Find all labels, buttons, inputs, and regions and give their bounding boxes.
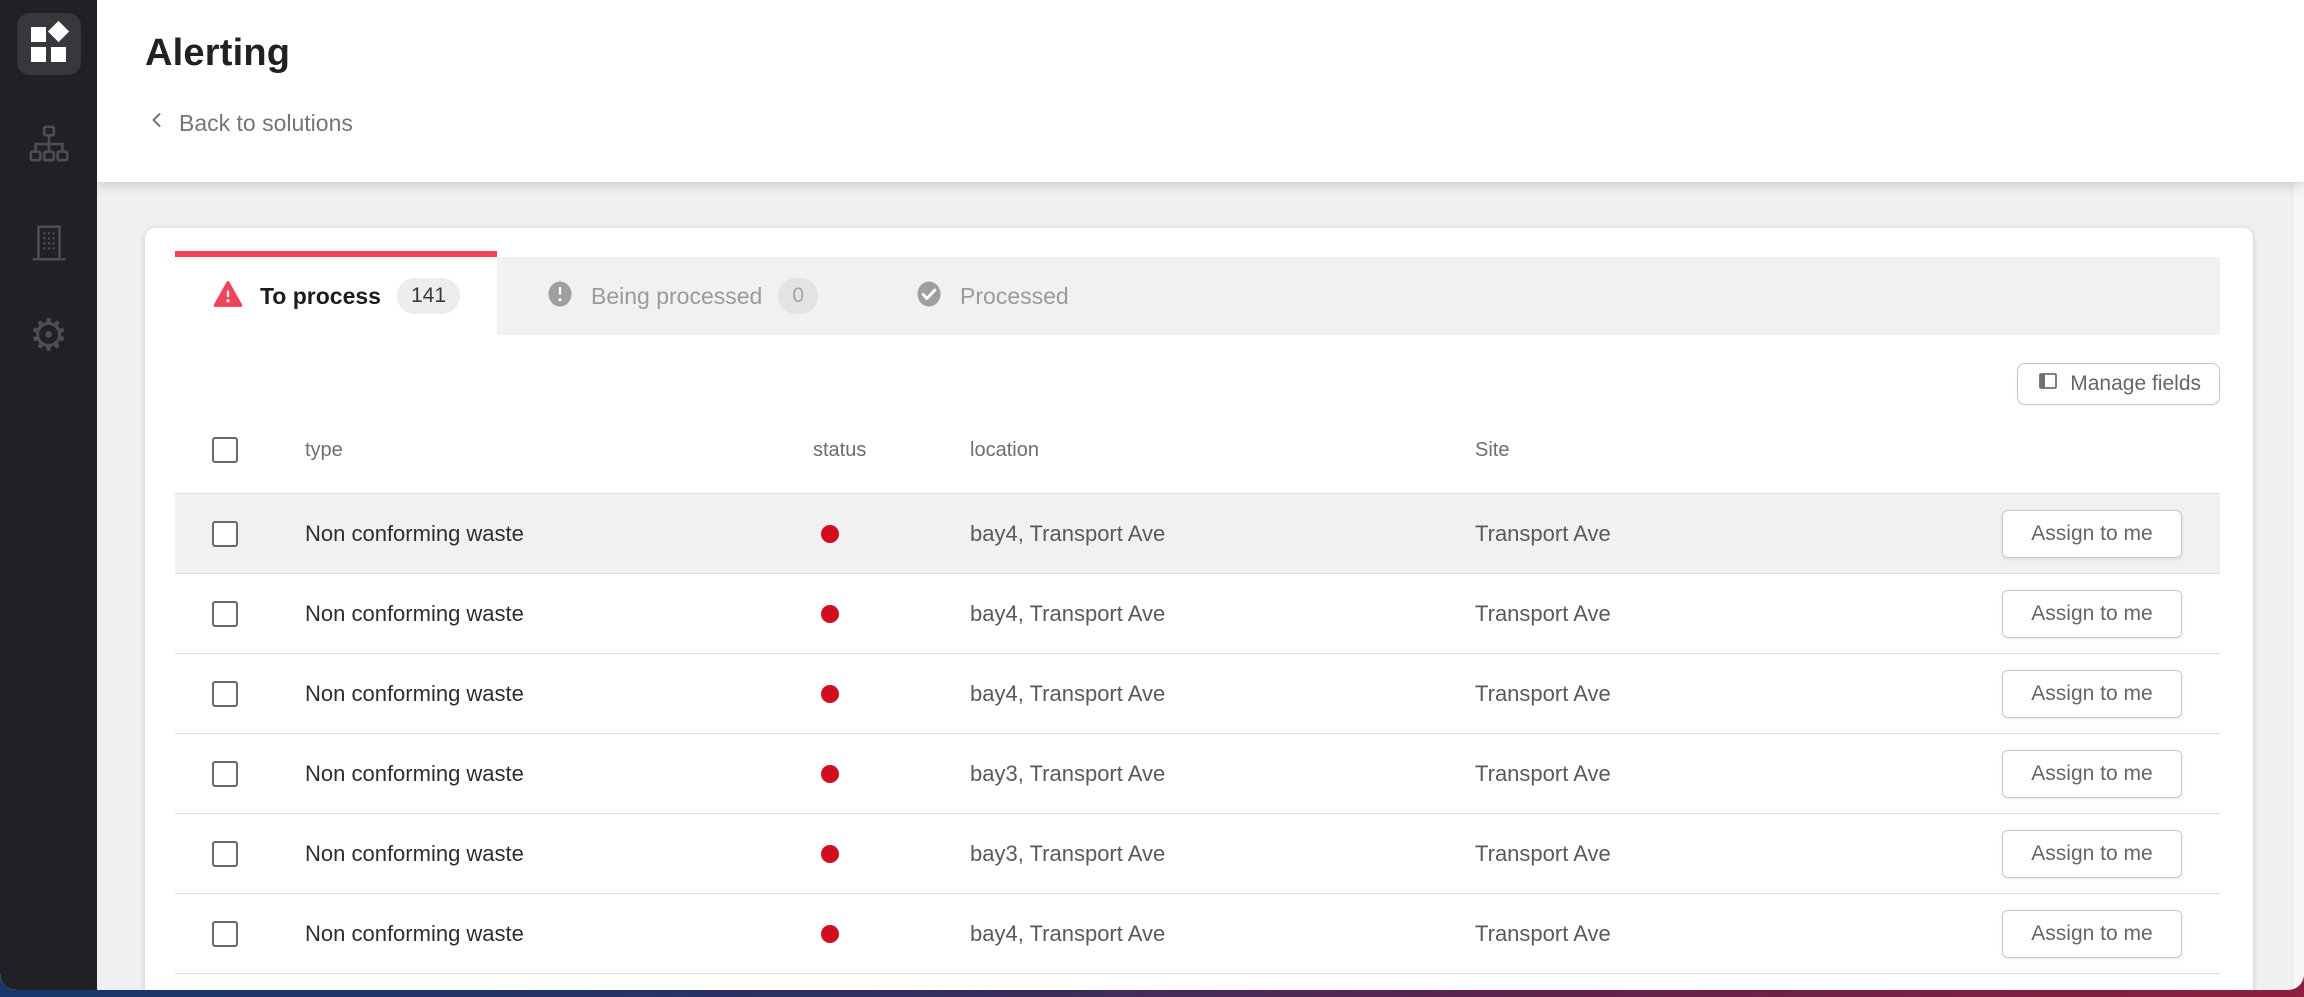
table-row[interactable]: Non conforming waste bay4, Transport Ave…	[175, 494, 2220, 574]
tab-bar: To process 141 Being processed 0	[175, 251, 2220, 335]
chevron-left-icon	[145, 108, 169, 138]
check-circle-icon	[914, 279, 944, 314]
assign-to-me-button[interactable]: Assign to me	[2002, 829, 2182, 878]
alert-location: bay3, Transport Ave	[970, 840, 1166, 866]
alert-location: bay3, Transport Ave	[970, 760, 1166, 786]
row-checkbox[interactable]	[212, 600, 238, 627]
row-checkbox[interactable]	[212, 840, 238, 867]
alert-type: Non conforming waste	[305, 600, 524, 626]
tab-to-process[interactable]: To process 141	[175, 251, 497, 335]
assign-to-me-button[interactable]: Assign to me	[2002, 669, 2182, 718]
dashboard-icon	[30, 20, 69, 62]
alert-location: bay4, Transport Ave	[970, 600, 1166, 626]
row-checkbox[interactable]	[212, 760, 238, 787]
alert-type: Non conforming waste	[305, 520, 524, 546]
assign-to-me-button[interactable]: Assign to me	[2002, 509, 2182, 558]
table-header-row: type status location Site	[175, 407, 2220, 494]
tab-processed[interactable]: Processed	[866, 257, 1117, 335]
alert-site: Transport Ave	[1475, 760, 1611, 786]
content-area: To process 141 Being processed 0	[97, 182, 2304, 990]
alert-type: Non conforming waste	[305, 840, 524, 866]
page-title: Alerting	[145, 32, 291, 74]
tab-being-processed[interactable]: Being processed 0	[497, 257, 867, 335]
alert-location: bay4, Transport Ave	[970, 520, 1166, 546]
status-dot	[821, 684, 839, 703]
assign-to-me-button[interactable]: Assign to me	[2002, 749, 2182, 798]
status-dot	[821, 764, 839, 783]
tab-count-badge: 0	[778, 278, 819, 314]
table-row[interactable]: Non conforming waste bay3, Transport Ave…	[175, 814, 2220, 894]
alert-type: Non conforming waste	[305, 680, 524, 706]
tab-count-badge: 141	[396, 278, 461, 314]
back-link-label: Back to solutions	[179, 109, 353, 136]
status-dot	[821, 924, 839, 943]
exclamation-circle-icon	[545, 279, 575, 314]
row-checkbox[interactable]	[212, 920, 238, 947]
column-header-status: status	[813, 438, 867, 461]
sidebar-item-buildings[interactable]	[0, 220, 97, 271]
sidebar: ⚙	[0, 0, 97, 990]
alerts-card: To process 141 Being processed 0	[145, 228, 2253, 990]
table-row[interactable]: Non conforming waste bay3, Transport Ave…	[175, 734, 2220, 814]
alert-site: Transport Ave	[1475, 680, 1611, 706]
column-header-location: location	[970, 438, 1039, 461]
alert-site: Transport Ave	[1475, 840, 1611, 866]
status-dot	[821, 844, 839, 863]
hierarchy-icon	[26, 122, 72, 173]
gear-icon: ⚙	[28, 310, 69, 361]
assign-to-me-button[interactable]: Assign to me	[2002, 589, 2182, 638]
warning-triangle-icon	[212, 279, 244, 314]
table-row[interactable]: Non conforming waste bay4, Transport Ave…	[175, 574, 2220, 654]
table-toolbar: Manage fields	[175, 363, 2220, 407]
alert-location: bay4, Transport Ave	[970, 920, 1166, 946]
row-checkbox[interactable]	[212, 680, 238, 707]
table-row-partial[interactable]	[175, 974, 2220, 990]
sidebar-item-hierarchy[interactable]	[0, 122, 97, 173]
status-dot	[821, 604, 839, 623]
tab-label: Being processed	[591, 282, 763, 309]
columns-icon	[2036, 369, 2060, 399]
tab-label: Processed	[960, 282, 1069, 309]
manage-fields-button[interactable]: Manage fields	[2017, 363, 2220, 405]
alert-type: Non conforming waste	[305, 920, 524, 946]
table-row[interactable]: Non conforming waste bay4, Transport Ave…	[175, 654, 2220, 734]
vertical-scrollbar[interactable]	[2292, 182, 2304, 990]
active-item-highlight	[16, 13, 81, 75]
tab-bar-filler	[1116, 257, 2220, 335]
column-header-type: type	[305, 438, 343, 461]
table-row[interactable]: Non conforming waste bay4, Transport Ave…	[175, 894, 2220, 974]
back-to-solutions-link[interactable]: Back to solutions	[145, 108, 353, 138]
row-checkbox[interactable]	[212, 520, 238, 547]
alert-site: Transport Ave	[1475, 920, 1611, 946]
sidebar-item-settings[interactable]: ⚙	[0, 314, 97, 358]
page-header: Alerting Back to solutions	[97, 0, 2304, 182]
column-header-site: Site	[1475, 438, 1510, 461]
select-all-checkbox[interactable]	[212, 437, 238, 463]
assign-to-me-button[interactable]: Assign to me	[2002, 909, 2182, 958]
status-dot	[821, 524, 839, 543]
building-icon	[26, 220, 72, 271]
sidebar-item-dashboard[interactable]	[0, 13, 97, 75]
alert-type: Non conforming waste	[305, 760, 524, 786]
manage-fields-label: Manage fields	[2070, 372, 2201, 395]
alert-location: bay4, Transport Ave	[970, 680, 1166, 706]
tab-label: To process	[259, 282, 381, 309]
alert-site: Transport Ave	[1475, 520, 1611, 546]
alert-site: Transport Ave	[1475, 600, 1611, 626]
